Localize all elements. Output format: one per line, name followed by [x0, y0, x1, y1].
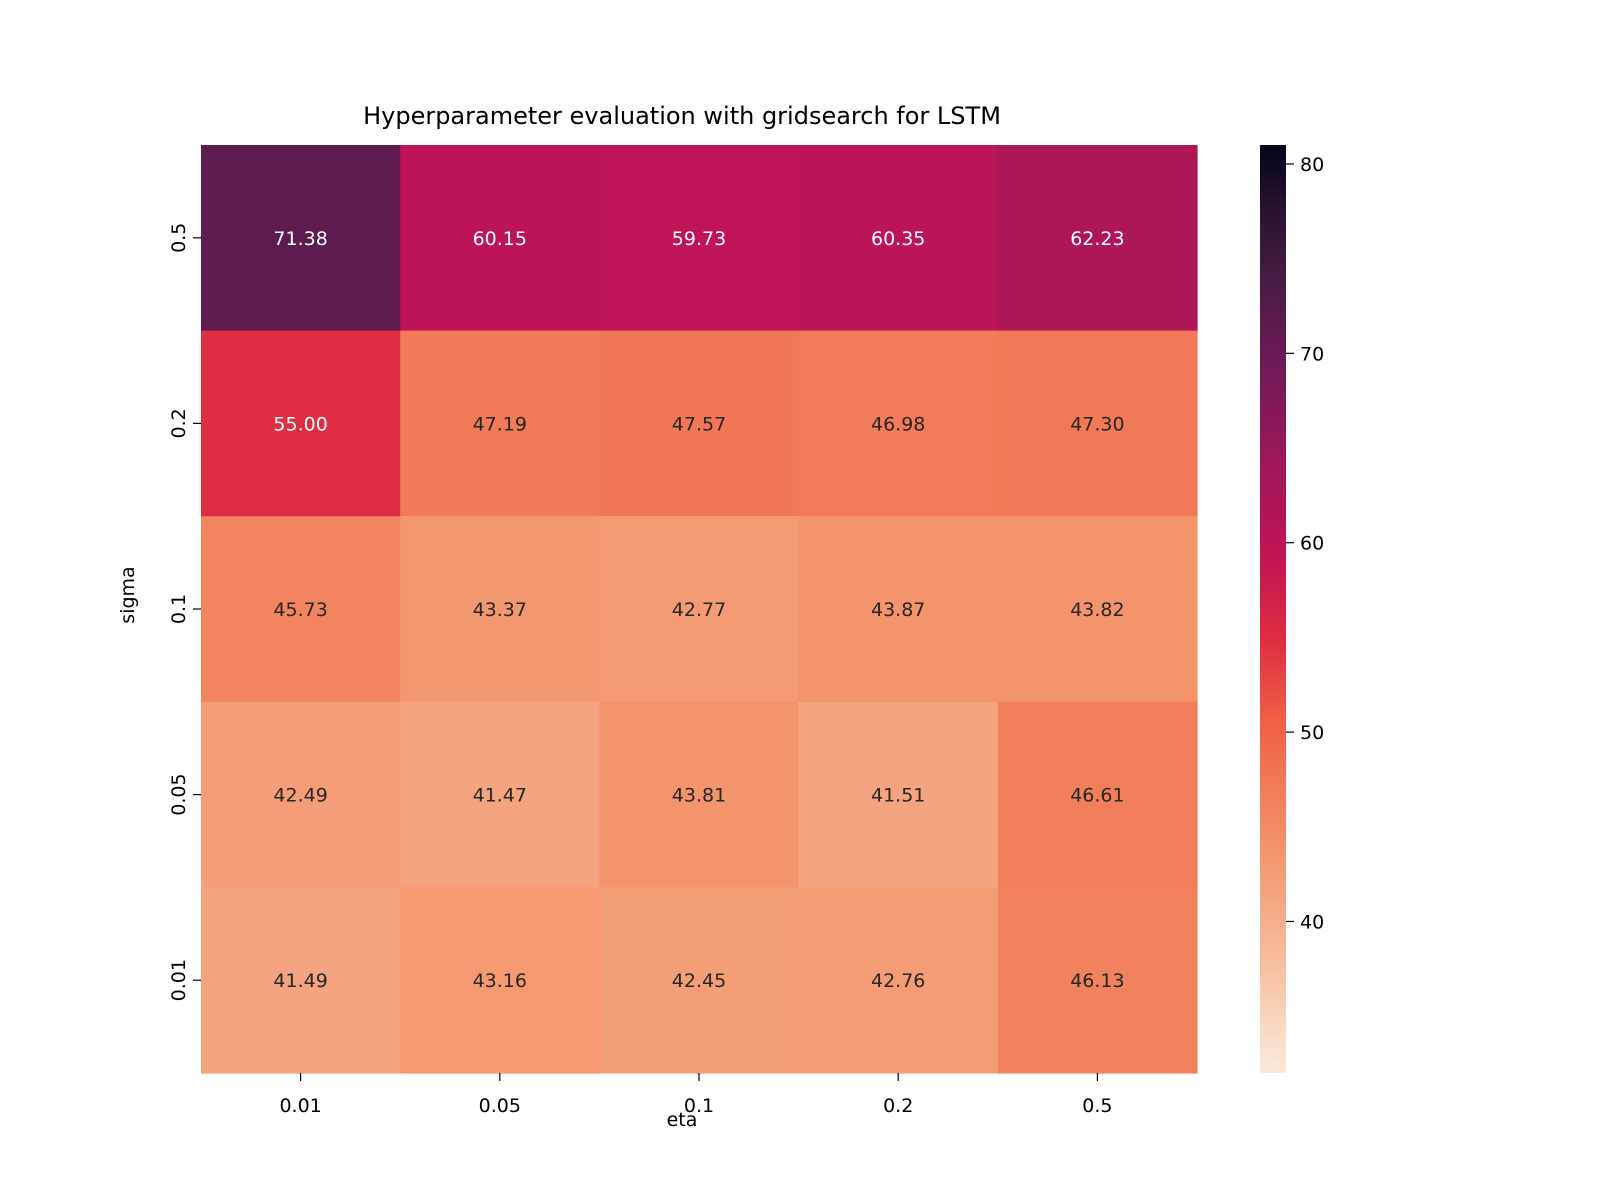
cell-value-label: 41.47 [473, 785, 527, 807]
x-tick-label: 0.5 [1082, 1095, 1112, 1117]
heatmap-cell [400, 330, 600, 517]
heatmap-cell [400, 145, 600, 332]
y-tick-label: 0.2 [168, 408, 190, 438]
cell-value-label: 42.45 [672, 970, 726, 992]
x-tick-label: 0.2 [883, 1095, 913, 1117]
heatmap-cell [599, 887, 800, 1074]
colorbar-tick-label: 60 [1300, 533, 1324, 555]
y-tick-label: 0.1 [168, 594, 190, 624]
heatmap-cell [798, 701, 999, 888]
heatmap-cell [599, 701, 800, 888]
cell-value-label: 47.57 [672, 413, 726, 435]
x-axis-label: eta [667, 1109, 698, 1131]
cell-value-label: 42.77 [672, 599, 726, 621]
heatmap-cell [798, 516, 999, 703]
heatmap-cell [798, 330, 999, 517]
cell-value-label: 55.00 [273, 413, 327, 435]
cell-value-label: 41.51 [871, 785, 925, 807]
y-tick-label: 0.5 [168, 223, 190, 253]
cell-value-label: 43.37 [473, 599, 527, 621]
heatmap-cell [201, 887, 401, 1074]
cell-value-label: 47.19 [473, 413, 527, 435]
heatmap-cell [997, 516, 1198, 703]
heatmap-cell [400, 887, 600, 1074]
cell-value-label: 43.87 [871, 599, 925, 621]
heatmap-cell [997, 330, 1198, 517]
cell-value-label: 59.73 [672, 228, 726, 250]
cell-value-label: 46.13 [1070, 970, 1124, 992]
heatmap-cell [599, 145, 800, 332]
colorbar: 40 50 60 70 80 [1260, 145, 1324, 1073]
cell-value-label: 45.73 [273, 599, 327, 621]
heatmap-cell [201, 145, 401, 332]
y-tick-label: 0.05 [168, 773, 190, 815]
cell-value-label: 42.76 [871, 970, 925, 992]
cell-value-label: 46.61 [1070, 785, 1124, 807]
heatmap-cell [201, 330, 401, 517]
colorbar-tick-label: 80 [1300, 154, 1324, 176]
heatmap-cell [997, 887, 1198, 1074]
colorbar-gradient [1260, 145, 1286, 1073]
x-tick-label: 0.05 [479, 1095, 521, 1117]
cell-value-label: 41.49 [273, 970, 327, 992]
heatmap-cell [201, 516, 401, 703]
heatmap-cell [599, 516, 800, 703]
cell-value-label: 42.49 [273, 785, 327, 807]
colorbar-tick-label: 40 [1300, 911, 1324, 933]
x-tick-label: 0.01 [279, 1095, 321, 1117]
cell-value-label: 71.38 [273, 228, 327, 250]
cell-value-label: 60.35 [871, 228, 925, 250]
y-axis: 0.5 0.2 0.1 0.05 0.01 [168, 223, 201, 1001]
heatmap-cell [201, 701, 401, 888]
x-axis: 0.01 0.05 0.1 0.2 0.5 [279, 1073, 1113, 1117]
cell-value-label: 43.82 [1070, 599, 1124, 621]
cell-value-label: 43.16 [473, 970, 527, 992]
heatmap-cell [798, 145, 999, 332]
heatmap-cell [997, 701, 1198, 888]
cell-value-label: 60.15 [473, 228, 527, 250]
heatmap-cell [400, 516, 600, 703]
heatmap-cell [599, 330, 800, 517]
colorbar-tick-label: 50 [1300, 722, 1324, 744]
heatmap-cell [798, 887, 999, 1074]
heatmap-cell [997, 145, 1198, 332]
heatmap-cell [400, 701, 600, 888]
cell-value-label: 47.30 [1070, 413, 1124, 435]
colorbar-tick-label: 70 [1300, 343, 1324, 365]
chart-title: Hyperparameter evaluation with gridsearc… [363, 102, 1001, 130]
y-axis-label: sigma [117, 566, 139, 623]
heatmap-cells: 71.38 60.15 59.73 60.35 62.23 55.00 47.19 47.57… [201, 145, 1198, 1074]
x-tick-label: 0.1 [684, 1095, 714, 1117]
cell-value-label: 62.23 [1070, 228, 1124, 250]
cell-value-label: 46.98 [871, 413, 925, 435]
cell-value-label: 43.81 [672, 785, 726, 807]
y-tick-label: 0.01 [168, 959, 190, 1001]
